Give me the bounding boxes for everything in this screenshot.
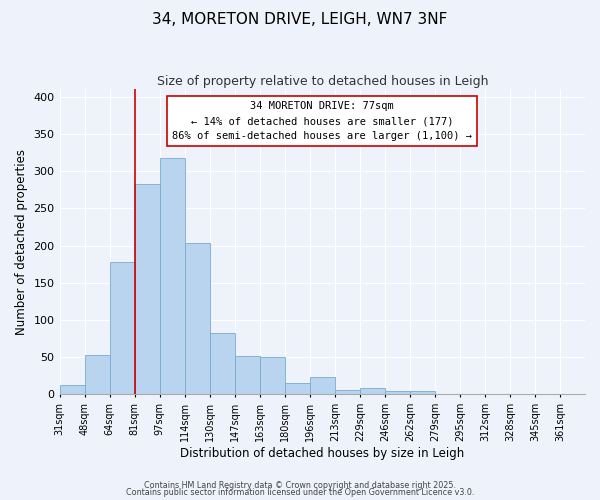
- Bar: [410, 390, 435, 394]
- Bar: [260, 357, 285, 395]
- Title: Size of property relative to detached houses in Leigh: Size of property relative to detached ho…: [157, 75, 488, 88]
- Text: 34, MORETON DRIVE, LEIGH, WN7 3NF: 34, MORETON DRIVE, LEIGH, WN7 3NF: [152, 12, 448, 28]
- Y-axis label: Number of detached properties: Number of detached properties: [15, 149, 28, 335]
- Text: Contains public sector information licensed under the Open Government Licence v3: Contains public sector information licen…: [126, 488, 474, 497]
- Bar: [85, 355, 110, 395]
- Bar: [110, 262, 134, 394]
- Bar: [185, 244, 209, 394]
- X-axis label: Distribution of detached houses by size in Leigh: Distribution of detached houses by size …: [180, 447, 464, 460]
- Bar: [310, 376, 335, 394]
- Bar: [59, 385, 85, 394]
- Bar: [285, 382, 310, 394]
- Bar: [209, 332, 235, 394]
- Bar: [385, 392, 410, 394]
- Bar: [160, 158, 185, 394]
- Text: 34 MORETON DRIVE: 77sqm
← 14% of detached houses are smaller (177)
86% of semi-d: 34 MORETON DRIVE: 77sqm ← 14% of detache…: [172, 102, 472, 141]
- Bar: [360, 388, 385, 394]
- Bar: [134, 184, 160, 394]
- Text: Contains HM Land Registry data © Crown copyright and database right 2025.: Contains HM Land Registry data © Crown c…: [144, 480, 456, 490]
- Bar: [335, 390, 360, 394]
- Bar: [235, 356, 260, 395]
